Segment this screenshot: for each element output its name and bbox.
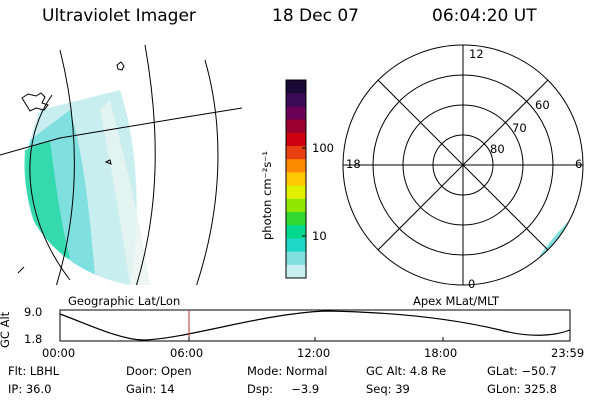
colorbar-unit-label: photon cm⁻²s⁻¹ [260,151,274,240]
altitude-curve [59,310,571,341]
lat-lon-grid [0,44,243,285]
altitude-xtick-0000: 00:00 [42,346,76,360]
colorbar-band [286,80,306,94]
colorbar-band [286,238,306,253]
colorbar-band [286,264,306,279]
earth-limb [29,94,71,281]
colorbar-band [286,106,306,121]
aurora-emission-polar [540,212,583,268]
colorbar-band [286,159,306,173]
colorbar-band [286,185,306,200]
altitude-xtick-1800: 18:00 [424,346,458,360]
altitude-ymin: 1.8 [24,332,43,346]
colorbar-band [286,146,306,160]
coastline [21,92,49,112]
colorbar-band [286,172,306,187]
filter-info: Flt: LBHL [8,364,60,378]
instrument-title: Ultraviolet Imager [42,6,196,26]
colorbar-band [286,225,306,239]
altitude-xtick-0600: 06:00 [170,346,204,360]
altitude-ymax: 9.0 [24,305,43,319]
mode-info: Mode: Normal [247,364,328,378]
altitude-plot-frame [59,309,571,342]
colorbar-band [286,93,306,107]
glat-info: GLat: −50.7 [487,364,557,378]
colorbar-band [286,119,306,134]
colorbar [286,80,306,279]
mlat-label-60: 60 [535,98,550,112]
mlat-label-80: 80 [490,142,505,156]
colorbar-band [286,212,306,226]
polar-panel-label: Apex MLat/MLT [413,294,500,308]
seq-info: Seq: 39 [366,382,410,396]
colorbar-frame [285,79,307,279]
altitude-xtick-1200: 12:00 [297,346,331,360]
gc-alt-info: GC Alt: 4.8 Re [366,364,447,378]
colorbar-band [286,198,306,213]
time-label: 06:04:20 UT [432,6,537,26]
ip-info: IP: 36.0 [8,382,52,396]
altitude-x-ticks [59,337,571,341]
gain-info: Gain: 14 [126,382,175,396]
glon-info: GLon: 325.8 [487,382,557,396]
mlat-label-70: 70 [512,121,527,135]
polar-grid [342,44,584,286]
coastline-fragment [17,266,25,274]
mlt-label-6: 6 [575,157,583,171]
door-info: Door: Open [126,364,192,378]
colorbar-band [286,132,306,147]
aurora-emission-geo [24,90,150,285]
dsp-info: Dsp: −3.9 [247,382,320,396]
coastline-island-small [104,159,112,165]
geo-panel-label: Geographic Lat/Lon [68,294,181,308]
colorbar-band [286,251,306,266]
mlt-label-18: 18 [346,157,361,171]
date-label: 18 Dec 07 [272,6,359,26]
polar-plot [342,44,584,286]
colorbar-label-100: 100 [312,141,334,155]
mlt-label-0: 0 [468,277,476,291]
colorbar-label-10: 10 [312,229,327,243]
altitude-xtick-2359: 23:59 [551,346,585,360]
mlt-label-12: 12 [469,47,484,61]
altitude-y-label: GC Alt [0,311,12,348]
coastline-island [116,61,125,71]
geographic-map [0,44,243,285]
altitude-plot [59,309,571,342]
